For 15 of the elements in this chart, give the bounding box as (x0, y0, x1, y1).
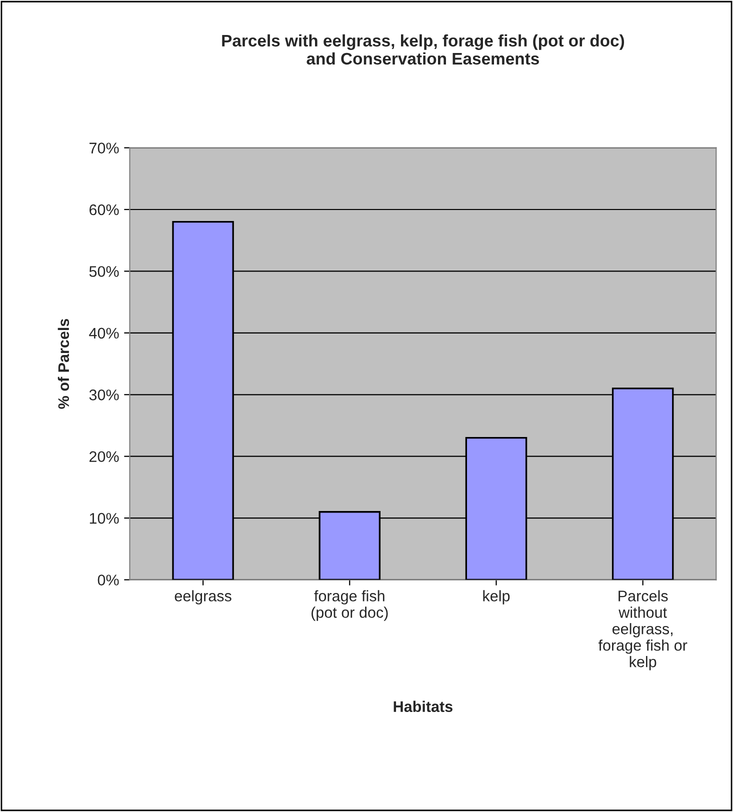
x-tick-label: eelgrass (174, 590, 232, 604)
y-tick-label: 30% (89, 390, 119, 400)
y-axis-title: % of Parcels (58, 318, 70, 409)
x-tick-label: kelp (483, 590, 510, 604)
y-tick-label: 10% (90, 512, 119, 524)
x-tick-label: Parcels without eelgrass, forage fish or kelp (598, 590, 688, 670)
x-axis-title: Habitats (394, 700, 452, 712)
y-tick-label: 20% (90, 451, 119, 462)
y-tick-label: 40% (89, 328, 119, 339)
y-tick-label: 0% (98, 574, 119, 586)
x-tick-label: forage fish (pot or doc) (312, 590, 388, 621)
y-tick-label: 50% (89, 266, 119, 277)
y-tick-label: 60% (90, 204, 119, 216)
chart-title: Parcels with eelgrass, kelp, forage fish (pot or doc) and Conservation Easements (222, 34, 624, 65)
y-tick-label: 70% (90, 142, 119, 154)
